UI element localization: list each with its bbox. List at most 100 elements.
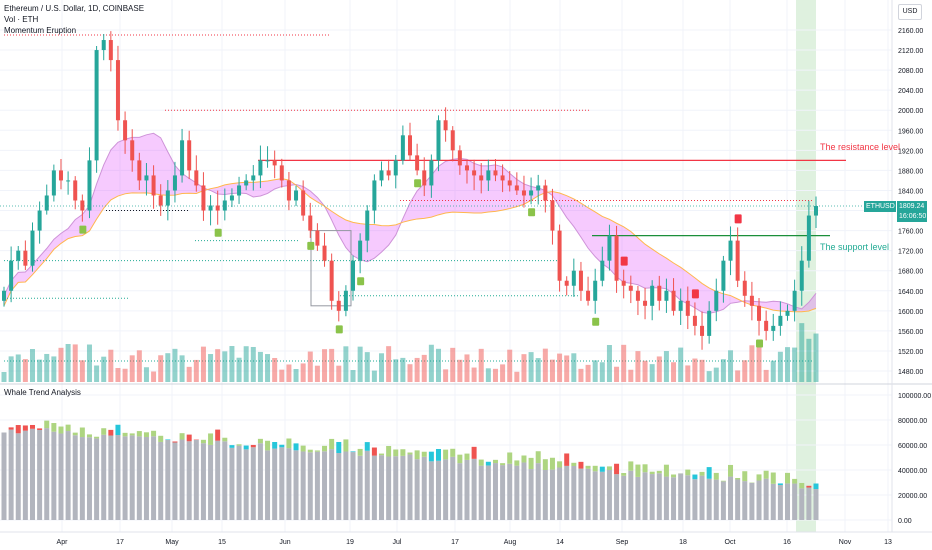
volume-bar bbox=[492, 368, 498, 382]
sell-marker bbox=[620, 256, 628, 266]
volume-bar bbox=[379, 353, 385, 382]
candle-body bbox=[678, 300, 683, 311]
whale-bar-top bbox=[158, 435, 164, 442]
volume-bar bbox=[642, 360, 648, 382]
price-tick-label: 1840.00 bbox=[898, 188, 923, 195]
whale-bar-top bbox=[500, 463, 506, 466]
whale-bar-top bbox=[806, 485, 812, 488]
whale-bar-top bbox=[300, 445, 306, 452]
candle-body bbox=[764, 320, 769, 331]
whale-bar-base bbox=[549, 469, 555, 520]
volume-bar bbox=[478, 348, 484, 382]
whale-bar-top bbox=[692, 474, 698, 480]
volume-bar bbox=[763, 369, 769, 382]
candle-body bbox=[521, 190, 526, 196]
candle-body bbox=[229, 195, 234, 201]
whale-bar-base bbox=[386, 456, 392, 520]
whale-bar-top bbox=[478, 459, 484, 466]
whale-bar-top bbox=[464, 453, 470, 460]
whale-bar-top bbox=[79, 427, 85, 438]
candle-body bbox=[735, 240, 740, 281]
candle-body bbox=[301, 190, 306, 216]
volume-bar bbox=[215, 349, 221, 382]
whale-bar-base bbox=[642, 472, 648, 520]
whale-bar-top bbox=[585, 465, 591, 469]
time-tick-label: Oct bbox=[725, 539, 736, 546]
whale-bar-top bbox=[443, 449, 449, 460]
whale-bar-base bbox=[58, 433, 64, 520]
buy-marker bbox=[357, 277, 365, 286]
price-tick-label: 2080.00 bbox=[898, 68, 923, 75]
whale-bar-base bbox=[172, 442, 178, 520]
whale-bar-base bbox=[649, 474, 655, 520]
volume-bar bbox=[471, 367, 477, 382]
candle-body bbox=[272, 160, 277, 166]
volume-bar bbox=[557, 353, 563, 382]
volume-bar bbox=[165, 353, 171, 382]
volume-bar bbox=[129, 355, 135, 382]
volume-bar bbox=[79, 360, 85, 382]
candle-body bbox=[151, 175, 156, 196]
volume-bar bbox=[592, 360, 598, 382]
candle-body bbox=[386, 170, 391, 176]
candle-body bbox=[571, 270, 576, 286]
whale-bar-base bbox=[656, 473, 662, 520]
whale-bar-base bbox=[136, 436, 142, 520]
whale-bar-top bbox=[165, 439, 171, 440]
volume-bar bbox=[606, 345, 612, 382]
candle-body bbox=[51, 170, 56, 196]
volume-bar bbox=[307, 351, 313, 382]
candle-body bbox=[336, 300, 341, 311]
whale-bar-base bbox=[706, 478, 712, 520]
whale-bar-top bbox=[229, 445, 235, 448]
volume-legend[interactable]: Vol · ETH bbox=[4, 15, 39, 24]
volume-bar bbox=[728, 350, 734, 382]
whale-tick-label: 60000.00 bbox=[898, 443, 927, 450]
price-tick-label: 1480.00 bbox=[898, 369, 923, 376]
whale-bar-base bbox=[44, 428, 50, 520]
candle-body bbox=[101, 40, 106, 51]
volume-bar bbox=[186, 366, 192, 382]
volume-bar bbox=[200, 346, 206, 382]
whale-bar-base bbox=[485, 465, 491, 520]
candle-body bbox=[265, 160, 270, 162]
whale-bar-top bbox=[735, 478, 741, 480]
whale-bar-base bbox=[785, 483, 791, 520]
candle-body bbox=[187, 140, 192, 171]
whale-bar-top bbox=[450, 448, 456, 457]
whale-bar-top bbox=[699, 471, 705, 476]
volume-bar bbox=[621, 344, 627, 382]
whale-bar-base bbox=[22, 430, 28, 520]
volume-bar bbox=[599, 362, 605, 382]
whale-bar-top bbox=[685, 469, 691, 476]
volume-bar bbox=[136, 350, 142, 382]
whale-bar-top bbox=[58, 426, 64, 434]
whale-tick-label: 20000.00 bbox=[898, 493, 927, 500]
candle-body bbox=[457, 150, 462, 166]
symbol-title[interactable]: Ethereum / U.S. Dollar, 1D, COINBASE bbox=[4, 4, 145, 13]
candle-body bbox=[400, 135, 405, 161]
whale-bar-top bbox=[94, 436, 100, 439]
volume-bar bbox=[792, 347, 798, 382]
candle-body bbox=[144, 175, 149, 181]
sell-marker bbox=[691, 289, 699, 299]
indicator-legend[interactable]: Momentum Eruption bbox=[4, 26, 77, 35]
buy-marker bbox=[414, 179, 422, 188]
whale-bar-top bbox=[208, 433, 214, 445]
candle-body bbox=[514, 185, 519, 191]
currency-button[interactable]: USD bbox=[898, 4, 922, 20]
candle-body bbox=[593, 280, 598, 301]
volume-bar bbox=[435, 348, 441, 382]
whale-bar-base bbox=[200, 443, 206, 520]
candle-body bbox=[436, 120, 441, 161]
volume-bar bbox=[421, 354, 427, 382]
whale-panel-title[interactable]: Whale Trend Analysis bbox=[4, 388, 81, 397]
whale-bar-base bbox=[72, 435, 78, 520]
volume-bar bbox=[485, 368, 491, 382]
whale-bar-base bbox=[614, 474, 620, 520]
whale-bar-top bbox=[151, 430, 157, 437]
volume-bar bbox=[151, 371, 157, 382]
price-tick-label: 2040.00 bbox=[898, 88, 923, 95]
volume-bar bbox=[108, 349, 114, 382]
